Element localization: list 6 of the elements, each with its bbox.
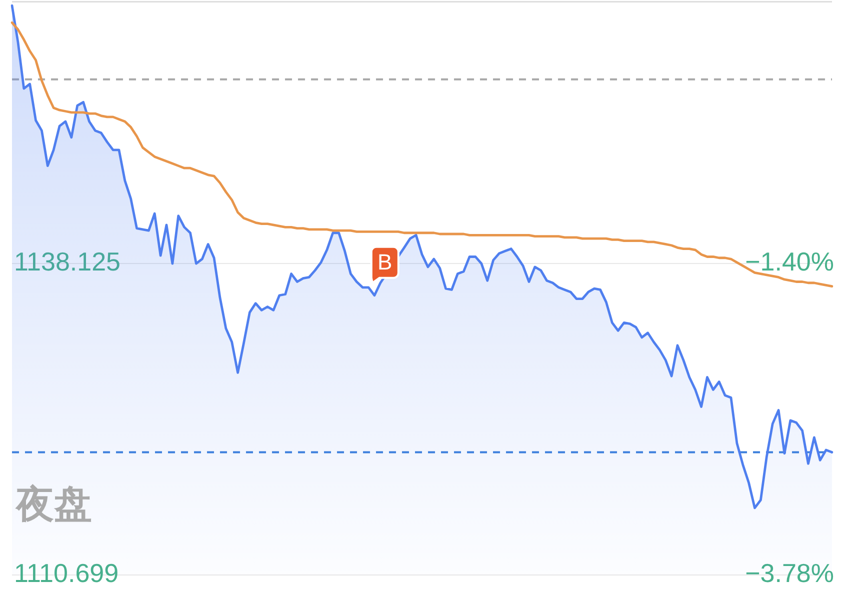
annotation: 夜盘 <box>15 482 92 526</box>
y-tick-label: 1110.699 <box>14 558 119 588</box>
y2-tick-label: −1.40% <box>745 246 834 276</box>
y-tick-label: 1138.125 <box>14 246 121 276</box>
y2-tick-label: −3.78% <box>745 558 834 588</box>
data-label: B <box>378 249 392 274</box>
